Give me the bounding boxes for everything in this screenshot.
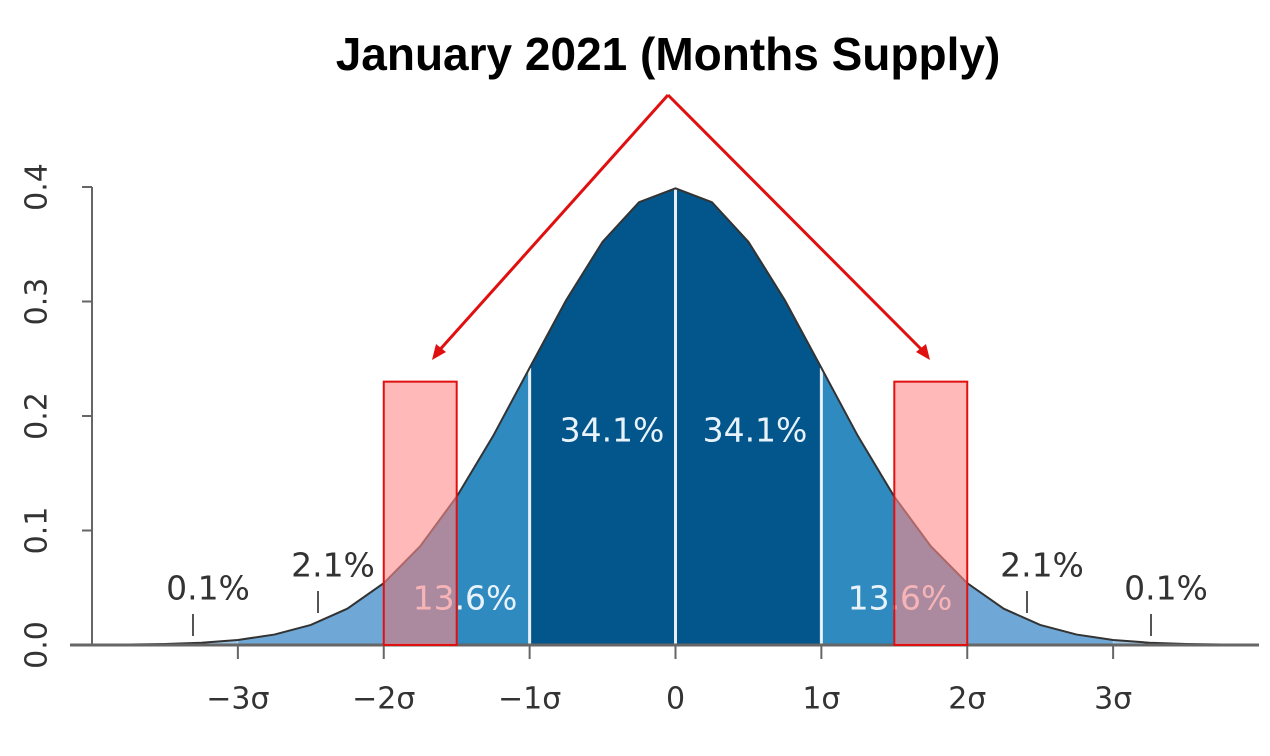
x-tick-label: −2σ [352, 682, 415, 717]
x-tick-label: 0 [666, 682, 685, 717]
band-percent-label: 2.1% [1000, 546, 1084, 585]
x-tick-label: −1σ [498, 682, 561, 717]
arrow-head [432, 344, 446, 360]
band-percent-label: 34.1% [703, 411, 808, 450]
y-tick-label: 0.1 [20, 507, 55, 555]
band-area [237, 583, 384, 645]
y-tick-label: 0.4 [20, 163, 55, 211]
y-tick-label: 0.0 [20, 621, 55, 669]
y-tick-label: 0.3 [20, 278, 55, 326]
arrow [434, 93, 670, 356]
band-percent-label: 34.1% [560, 411, 665, 450]
arrow [666, 93, 928, 356]
band-area [967, 583, 1114, 645]
x-tick-label: 3σ [1094, 682, 1132, 717]
y-tick-label: 0.2 [20, 392, 55, 440]
x-tick-label: 2σ [948, 682, 986, 717]
band-area [675, 188, 822, 645]
band-area [529, 188, 676, 645]
band-percent-label: 2.1% [291, 546, 375, 585]
arrow-head [916, 344, 930, 360]
plot-area [91, 187, 1260, 646]
band-percent-label: 0.1% [166, 569, 250, 608]
highlight-box [382, 380, 458, 646]
chart-title: January 2021 (Months Supply) [336, 28, 1001, 80]
density-curve [91, 187, 1260, 646]
annotations [432, 93, 930, 360]
band-percent-label: 0.1% [1124, 569, 1208, 608]
highlight-box [893, 380, 969, 646]
x-tick-label: −3σ [206, 682, 269, 717]
x-tick-label: 1σ [802, 682, 840, 717]
